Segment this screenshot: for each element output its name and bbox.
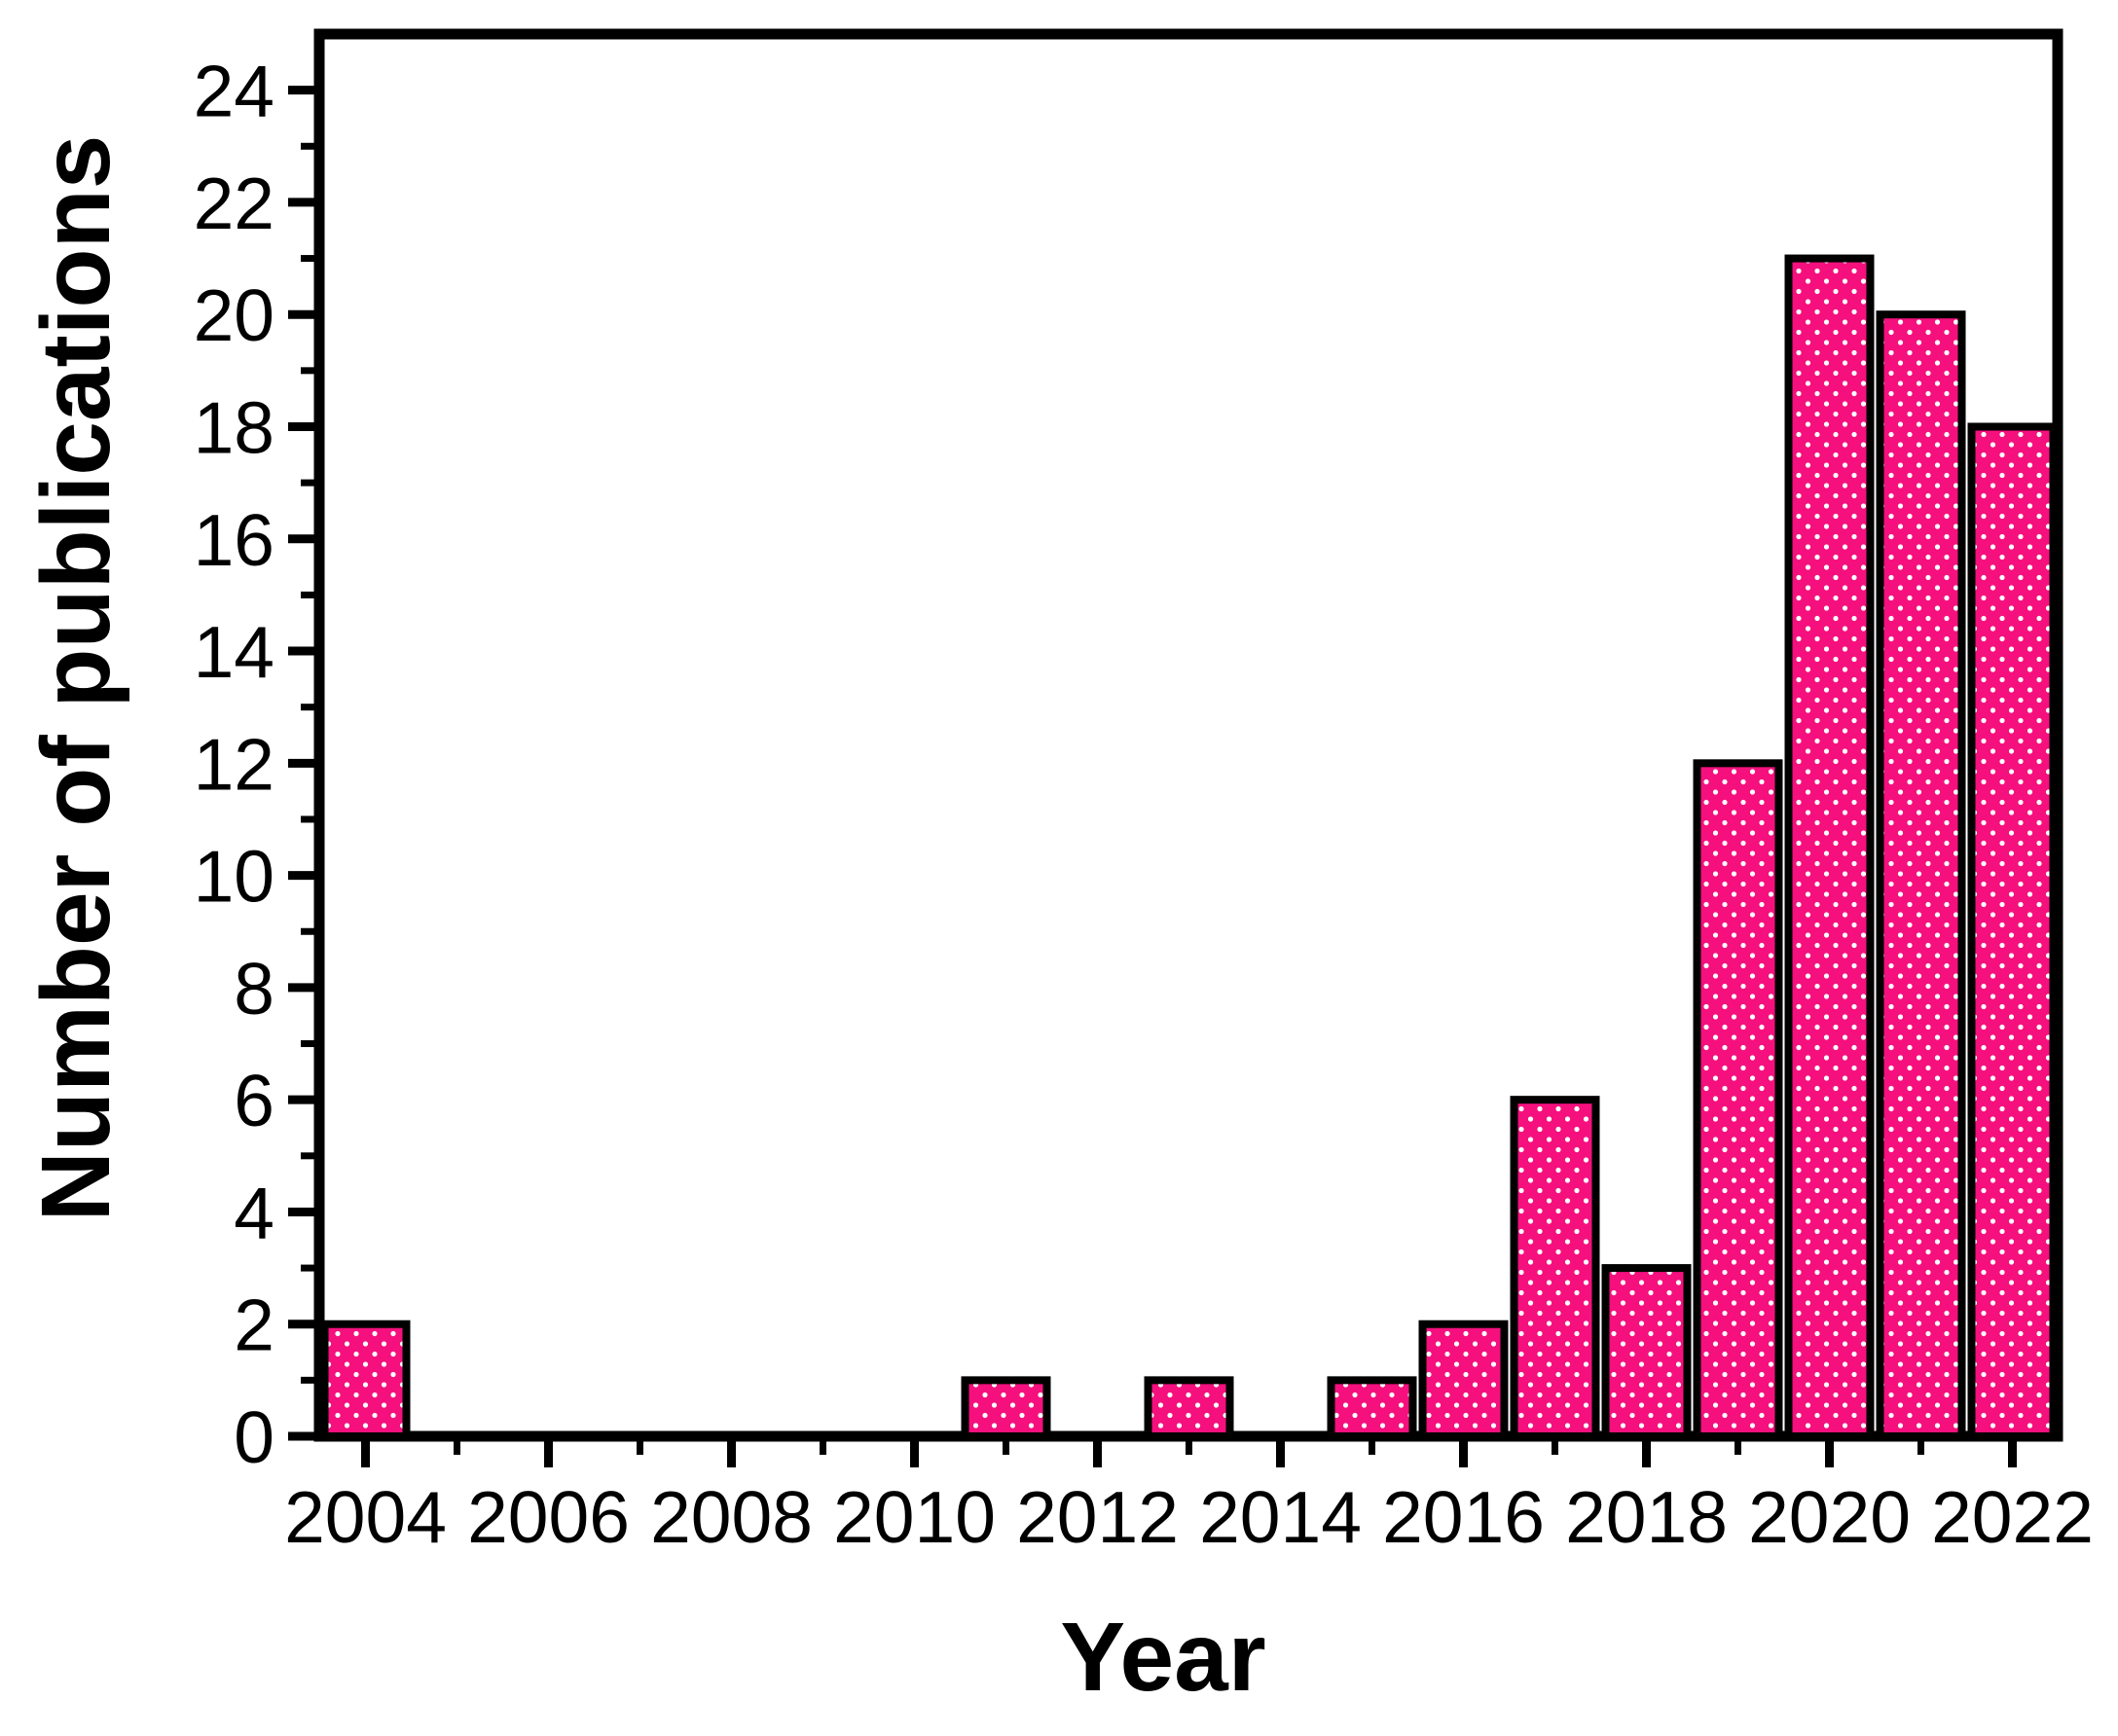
x-tick-label: 2022 (1931, 1476, 2094, 1558)
bar-2004 (320, 1320, 411, 1440)
x-axis-title: Year (1060, 1603, 1266, 1712)
y-tick-label: 12 (194, 723, 274, 805)
bar-2016 (1418, 1320, 1509, 1440)
bar-2017 (1510, 1096, 1600, 1441)
x-tick-label: 2008 (650, 1476, 813, 1558)
bar-2015 (1327, 1376, 1417, 1440)
y-tick-label: 22 (194, 163, 274, 244)
y-tick-label: 4 (234, 1172, 274, 1253)
x-tick-label: 2020 (1748, 1476, 1911, 1558)
y-tick-label: 14 (194, 611, 274, 693)
x-tick-label: 2010 (833, 1476, 996, 1558)
y-axis-title: Number of publications (21, 134, 130, 1222)
bar-2020 (1784, 254, 1875, 1440)
x-tick-label: 2012 (1016, 1476, 1179, 1558)
y-tick-label: 6 (234, 1060, 274, 1141)
y-tick-label: 20 (194, 274, 274, 356)
y-tick-label: 16 (194, 499, 274, 581)
y-tick-label: 2 (234, 1284, 274, 1366)
x-tick-label: 2016 (1382, 1476, 1545, 1558)
bar-2022 (1967, 422, 2058, 1441)
y-tick-label: 10 (194, 836, 274, 918)
x-tick-label: 2018 (1565, 1476, 1728, 1558)
x-tick-label: 2014 (1199, 1476, 1362, 1558)
y-tick-label: 24 (194, 51, 274, 132)
bar-2013 (1144, 1376, 1234, 1440)
bar-2011 (961, 1376, 1051, 1440)
x-tick-label: 2006 (467, 1476, 630, 1558)
y-tick-label: 18 (194, 386, 274, 468)
bar-2021 (1876, 310, 1966, 1441)
y-tick-label: 8 (234, 948, 274, 1030)
x-tick-label: 2004 (284, 1476, 447, 1558)
y-tick-label: 0 (234, 1396, 274, 1478)
bar-2019 (1693, 759, 1783, 1440)
bar-2018 (1601, 1264, 1692, 1440)
